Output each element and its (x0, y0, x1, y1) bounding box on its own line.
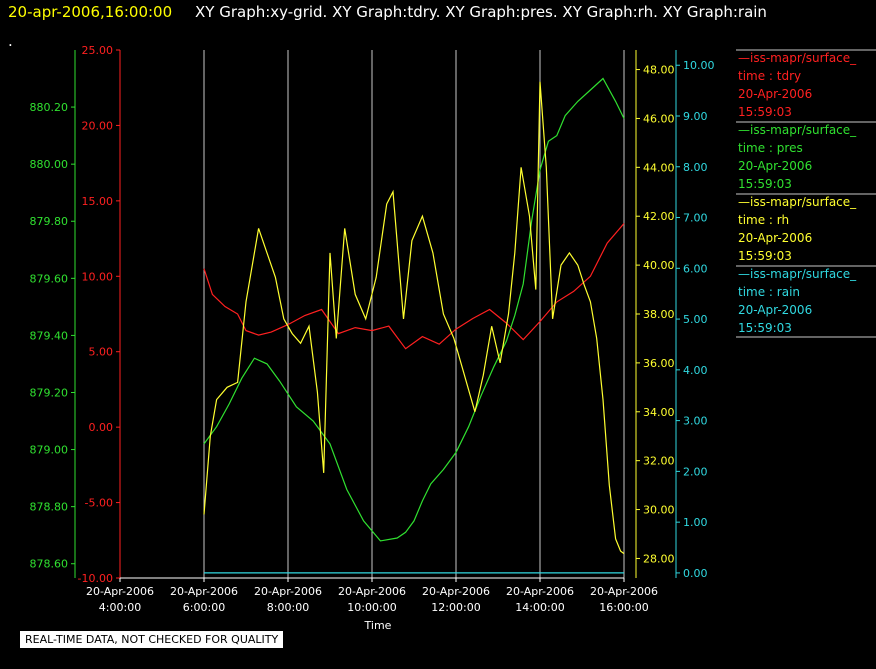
y-tick-label: 30.00 (643, 504, 675, 517)
legend-entry: —iss-mapr/surface_time : tdry 20-Apr-2006… (736, 49, 876, 119)
y-tick-label: 3.00 (683, 415, 708, 428)
y-tick-label: 4.00 (683, 364, 708, 377)
x-tick-label-date: 20-Apr-2006 (254, 585, 322, 598)
legend-text: time : rh (738, 213, 789, 227)
x-tick-label-time: 8:00:00 (267, 601, 309, 614)
y-tick-label: 879.80 (30, 215, 69, 228)
series-layer (203, 77, 625, 574)
x-tick-label-time: 16:00:00 (599, 601, 648, 614)
y-tick-label: 10.00 (683, 59, 715, 72)
y-tick-label: 878.80 (30, 501, 69, 514)
dot-marker: . (8, 32, 13, 50)
legend-text: 15:59:03 (738, 249, 792, 263)
legend-text: 20-Apr-2006 (738, 231, 812, 245)
y-tick-label: 880.20 (30, 101, 69, 114)
y-tick-label: 5.00 (89, 346, 114, 359)
y-tick-label: 40.00 (643, 259, 675, 272)
y-tick-label: 48.00 (643, 64, 675, 77)
x-tick-label-time: 4:00:00 (99, 601, 141, 614)
y-tick-label: 1.00 (683, 516, 708, 529)
y-tick-label: 7.00 (683, 212, 708, 225)
y-tick-label: 32.00 (643, 455, 675, 468)
legend-text: —iss-mapr/surface_ (738, 195, 857, 209)
legend: —iss-mapr/surface_time : tdry20-Apr-2006… (736, 49, 876, 338)
y-tick-label: 34.00 (643, 406, 675, 419)
series-line-pres (203, 77, 625, 542)
legend-text: 20-Apr-2006 (738, 87, 812, 101)
y-tick-label: 28.00 (643, 552, 675, 565)
x-tick-label-date: 20-Apr-2006 (506, 585, 574, 598)
series-line-tdry (203, 223, 625, 350)
y-axis-rh: 28.00 30.00 32.00 34.00 36.00 38.00 40.00 42.00… (635, 50, 675, 578)
y-tick-label: 9.00 (683, 110, 708, 123)
y-tick-label: 42.00 (643, 210, 675, 223)
legend-text: 15:59:03 (738, 177, 792, 191)
y-tick-label: 2.00 (683, 465, 708, 478)
y-tick-label: 879.60 (30, 272, 69, 285)
y-tick-label: -10.00 (78, 572, 113, 585)
y-axis-rain: 0.00 1.00 2.00 3.00 4.00 5.00 6.00 7.00 8.00 9.00… (675, 50, 715, 580)
x-axis: 20-Apr-2006 4:00:00 20-Apr-2006 6:00:00 20-A… (86, 577, 658, 614)
y-tick-label: 0.00 (683, 567, 708, 580)
y-tick-label: -5.00 (85, 497, 113, 510)
y-tick-label: 8.00 (683, 161, 708, 174)
x-tick-label-date: 20-Apr-2006 (170, 585, 238, 598)
legend-text: 15:59:03 (738, 321, 792, 335)
y-tick-label: 44.00 (643, 161, 675, 174)
y-tick-label: 20.00 (82, 119, 114, 132)
y-tick-label: 879.00 (30, 444, 69, 457)
x-tick-label-date: 20-Apr-2006 (590, 585, 658, 598)
graph-list-title: XY Graph:xy-grid. XY Graph:tdry. XY Grap… (195, 3, 767, 21)
quality-note: REAL-TIME DATA, NOT CHECKED FOR QUALITY (20, 631, 284, 648)
y-axis-pres: 878.60 878.80 879.00 879.20 879.40 879.60 879.… (30, 50, 76, 578)
series-line-rh (203, 81, 625, 555)
y-tick-label: 10.00 (82, 270, 114, 283)
legend-entry: —iss-mapr/surface_time : rain 20-Apr-2006… (736, 265, 876, 335)
y-tick-label: 6.00 (683, 262, 708, 275)
x-tick-label-time: 14:00:00 (515, 601, 564, 614)
grid-layer (203, 50, 625, 578)
legend-entry: —iss-mapr/surface_time : pres 20-Apr-2006… (736, 121, 876, 191)
legend-text: time : pres (738, 141, 803, 155)
legend-text: —iss-mapr/surface_ (738, 267, 857, 281)
legend-text: time : tdry (738, 69, 801, 83)
timestamp-title: 20-apr-2006,16:00:00 (8, 3, 172, 21)
x-tick-label-date: 20-Apr-2006 (422, 585, 490, 598)
axes-layer: 878.60 878.80 879.00 879.20 879.40 879.60 879.… (30, 44, 715, 585)
y-tick-label: 879.20 (30, 386, 69, 399)
x-axis-label: Time (364, 619, 392, 632)
y-tick-label: 25.00 (82, 44, 114, 57)
x-tick-label-time: 10:00:00 (347, 601, 396, 614)
y-tick-label: 46.00 (643, 112, 675, 125)
legend-text: 20-Apr-2006 (738, 159, 812, 173)
y-tick-label: 38.00 (643, 308, 675, 321)
legend-text: —iss-mapr/surface_ (738, 51, 857, 65)
y-tick-label: 880.00 (30, 158, 69, 171)
legend-text: 15:59:03 (738, 105, 792, 119)
y-tick-label: 878.60 (30, 558, 69, 571)
legend-entry: —iss-mapr/surface_time : rh 20-Apr-2006 15… (736, 193, 876, 263)
legend-text: —iss-mapr/surface_ (738, 123, 857, 137)
x-tick-label-date: 20-Apr-2006 (86, 585, 154, 598)
y-axis-tdry: -10.00 -5.00 0.00 5.00 10.00 15.00 20.00 25.00 (78, 44, 121, 585)
y-tick-label: 36.00 (643, 357, 675, 370)
y-tick-label: 879.40 (30, 329, 69, 342)
y-tick-label: 0.00 (89, 421, 114, 434)
x-tick-label-time: 12:00:00 (431, 601, 480, 614)
y-tick-label: 15.00 (82, 195, 114, 208)
legend-text: 20-Apr-2006 (738, 303, 812, 317)
y-tick-label: 5.00 (683, 313, 708, 326)
legend-text: time : rain (738, 285, 800, 299)
x-tick-label-time: 6:00:00 (183, 601, 225, 614)
x-tick-label-date: 20-Apr-2006 (338, 585, 406, 598)
